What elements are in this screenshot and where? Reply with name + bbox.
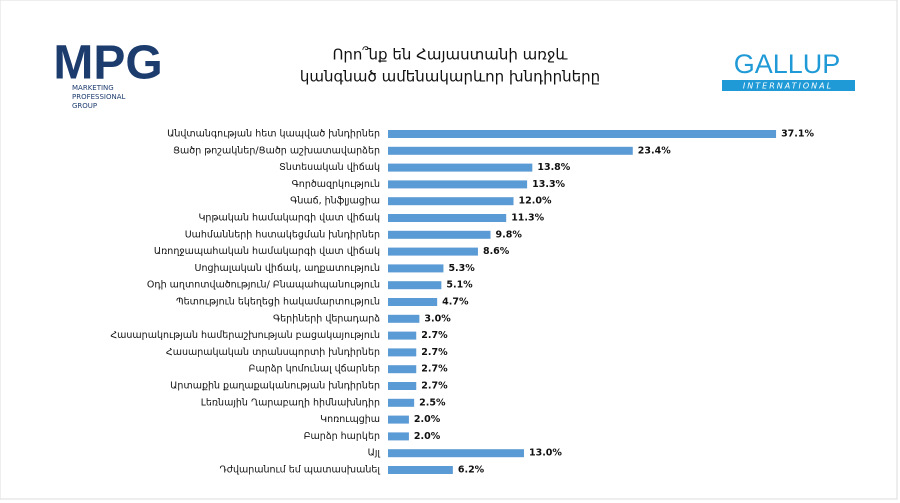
bar [388,415,409,424]
value-label: 13.8% [537,162,570,173]
category-label: Կոռուպցիա [320,414,380,425]
value-label: 2.7% [421,330,448,341]
bar [388,197,514,206]
category-label: Սոցիալական վիճակ, աղքատություն [195,263,381,274]
value-label: 23.4% [638,145,671,156]
category-label: Տնտեսական վիճակ [279,162,380,173]
category-label: Բարձր հարկեր [304,431,380,442]
bar [388,314,420,323]
category-label: Գործազրկություն [292,179,380,190]
value-label: 2.7% [421,347,448,358]
bar [388,230,491,239]
bar [388,130,777,138]
category-label: Բարձր կոմունալ վճարներ [249,364,380,375]
value-label: 3.0% [424,313,451,324]
bar [388,180,528,189]
category-label: Դժվարանում եմ պատասխանել [220,465,381,476]
value-label: 2.5% [419,397,446,408]
bar [388,348,417,357]
bar [388,281,442,290]
logo-sub: INTERNATIONAL [743,82,833,91]
bar [388,247,478,256]
bar [388,214,507,222]
bar [388,331,417,340]
value-label: 37.1% [781,129,814,140]
value-label: 9.8% [496,229,523,240]
bar [388,298,438,306]
category-label: Սահմանների հստակեցման խնդիրներ [185,229,380,240]
category-label: Կրթական համակարգի վատ վիճակ [198,213,380,224]
bar [388,466,453,474]
bar [388,449,524,458]
value-label: 8.6% [483,246,510,257]
bar [388,163,533,172]
category-label: Անվտանգության հետ կապված խնդիրներ [167,129,380,140]
value-label: 13.0% [529,448,562,459]
logo-mpg: MPG [53,37,162,90]
value-label: 5.1% [446,280,473,291]
category-label: Հասարակական տրանսպորտի խնդիրներ [166,347,380,358]
logo-line: PROFESSIONAL [72,93,126,101]
value-label: 2.7% [421,381,448,392]
value-label: 2.0% [414,414,441,425]
value-label: 13.3% [532,179,565,190]
category-label: Գնաճ, ինֆլյացիա [290,196,380,207]
logo-line: GROUP [72,102,97,110]
value-label: 2.0% [414,431,441,442]
value-label: 5.3% [448,263,475,274]
value-label: 6.2% [458,465,485,476]
category-label: Լեռնային Ղարաբաղի հիմնախնդիր [201,397,380,408]
bar [388,146,633,155]
category-label: Արտաքին քաղաքականության խնդիրներ [170,381,380,392]
chart-title: Որո՞նք են Հայաստանի առջև [332,45,568,64]
logo-line: MARKETING [72,84,114,92]
category-label: Ցածր թոշակներ/Ցածր աշխատավարձեր [173,145,380,156]
bar [388,432,409,441]
value-label: 4.7% [442,297,469,308]
category-label: Գերիների վերադարձ [273,313,380,324]
value-label: 11.3% [511,213,544,224]
logo-gallup: GALLUP [734,49,841,79]
bar [388,382,417,390]
category-label: Այլ [368,448,381,459]
value-label: 2.7% [421,364,448,375]
category-label: Պետություն եկեղեցի հակամարտություն [176,297,380,308]
logo-band [722,80,855,91]
category-label: Օդի աղտոտվածություն/ Բնապահպանություն [147,280,380,291]
value-label: 12.0% [519,196,552,207]
category-label: Առողջապահական համակարգի վատ վիճակ [154,246,380,257]
chart-title: կանգնած ամենակարևոր խնդիրները [300,68,600,86]
bar [388,398,415,407]
bar [388,365,417,374]
category-label: Հասարակության համերաշխության բացակայությ… [110,330,380,341]
bar [388,264,444,273]
